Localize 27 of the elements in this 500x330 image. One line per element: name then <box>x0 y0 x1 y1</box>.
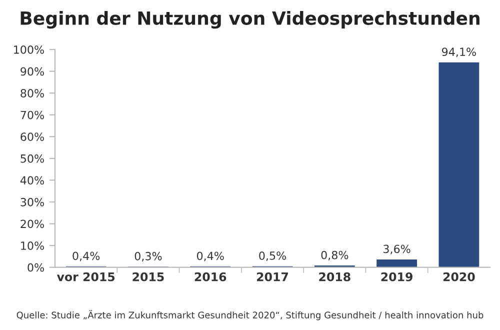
chart-title: Beginn der Nutzung von Videosprechstunden <box>20 10 480 29</box>
source-note: Quelle: Studie „Ärzte im Zukunftsmarkt Gesundheit 2020“, Stiftung Gesundheit / health innovation hub <box>16 310 484 320</box>
data-label: 0,4% <box>72 252 100 262</box>
data-label: 0,8% <box>321 250 348 260</box>
x-tick-label: 2018 <box>319 272 350 282</box>
y-tick-label: 80% <box>20 89 44 98</box>
data-label: 94,1% <box>442 48 476 58</box>
data-label: 0,3% <box>134 252 162 262</box>
x-tick-label: 2016 <box>194 272 226 282</box>
x-tick-label: 2020 <box>443 272 475 282</box>
y-tick-label: 60% <box>20 132 44 141</box>
y-tick-label: 90% <box>20 67 44 76</box>
y-tick-label: 0% <box>28 263 44 272</box>
y-tick-label: 70% <box>20 110 44 120</box>
data-label: 3,6% <box>384 244 410 254</box>
x-tick-label: 2017 <box>257 272 288 282</box>
data-label: 0,5% <box>259 251 286 262</box>
y-tick-label: 100% <box>14 45 44 54</box>
y-tick-label: 30% <box>20 198 44 206</box>
x-tick-label: vor 2015 <box>56 272 115 282</box>
y-tick-label: 40% <box>20 176 44 185</box>
y-tick-label: 50% <box>20 154 44 163</box>
x-tick-label: 2019 <box>381 272 412 282</box>
y-tick-label: 20% <box>20 220 44 228</box>
data-label: 0,4% <box>196 252 224 262</box>
y-tick-label: 10% <box>21 241 44 250</box>
x-tick-label: 2015 <box>132 272 164 282</box>
